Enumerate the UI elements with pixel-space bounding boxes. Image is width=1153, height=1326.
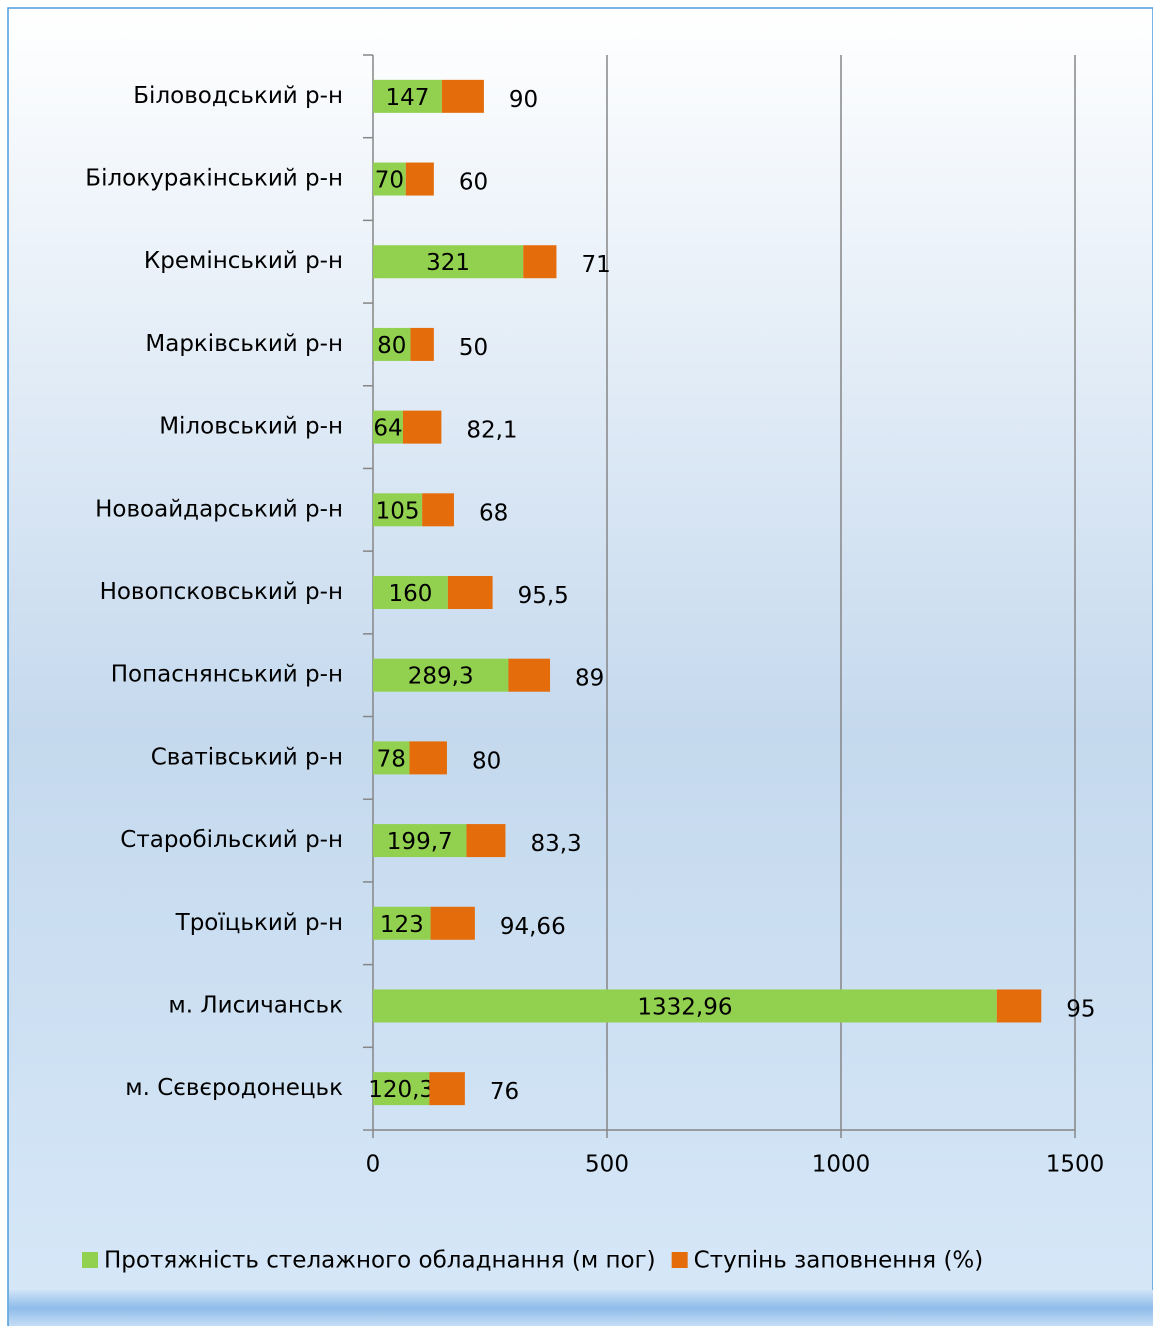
y-tick-label: Марківський р-н bbox=[145, 331, 343, 357]
bar-segment bbox=[373, 327, 411, 361]
bar-segment bbox=[508, 658, 551, 692]
data-label: 123 bbox=[380, 912, 424, 938]
bar-segment bbox=[409, 741, 447, 775]
x-tick-label: 500 bbox=[585, 1152, 629, 1178]
data-label: 321 bbox=[426, 250, 470, 276]
bar-segment bbox=[373, 162, 406, 196]
bar-segment bbox=[429, 1072, 465, 1106]
chart-background bbox=[7, 7, 1153, 1326]
bar-segment bbox=[430, 906, 475, 940]
x-tick-label: 1000 bbox=[812, 1152, 871, 1178]
data-label: 68 bbox=[479, 500, 508, 526]
y-tick-label: Кремінський р-н bbox=[144, 248, 343, 274]
y-tick-label: Біловодський р-н bbox=[133, 83, 343, 109]
data-label: 70 bbox=[375, 168, 404, 194]
data-label: 95,5 bbox=[518, 583, 569, 609]
data-label: 199,7 bbox=[387, 829, 453, 855]
data-label: 80 bbox=[377, 333, 406, 359]
legend-swatch bbox=[671, 1252, 688, 1268]
data-label: 94,66 bbox=[500, 914, 566, 940]
bar-segment bbox=[373, 658, 509, 692]
y-tick-label: Новоайдарський р-н bbox=[95, 496, 343, 522]
data-label: 78 bbox=[377, 746, 406, 772]
bar-segment bbox=[996, 989, 1042, 1023]
bar-segment bbox=[373, 1072, 430, 1106]
bar-segment bbox=[373, 989, 997, 1023]
bar-segment bbox=[373, 906, 431, 940]
y-tick-label: Сватівський р-н bbox=[151, 744, 343, 770]
data-label: 105 bbox=[376, 498, 420, 524]
data-label: 160 bbox=[388, 581, 432, 607]
y-tick-label: Троїцький р-н bbox=[175, 910, 343, 936]
bar-segment bbox=[441, 79, 484, 113]
data-label: 76 bbox=[490, 1079, 519, 1105]
y-tick-label: м. Сєвєродонецьк bbox=[125, 1075, 343, 1101]
data-label: 89 bbox=[575, 666, 604, 692]
x-tick-label: 1500 bbox=[1046, 1152, 1105, 1178]
data-label: 1332,96 bbox=[637, 994, 732, 1020]
y-tick-label: Старобільский р-н bbox=[120, 827, 343, 853]
bottom-stripe bbox=[9, 1290, 1153, 1326]
data-label: 60 bbox=[459, 170, 488, 196]
y-tick-label: м. Лисичанськ bbox=[168, 992, 343, 1018]
data-label: 50 bbox=[459, 335, 488, 361]
bar-segment bbox=[373, 493, 423, 527]
data-label: 80 bbox=[472, 748, 501, 774]
bar-segment bbox=[373, 79, 442, 113]
data-label: 83,3 bbox=[530, 831, 581, 857]
bar-segment bbox=[523, 245, 557, 279]
legend-label: Ступінь заповнення (%) bbox=[694, 1248, 984, 1274]
bar-segment bbox=[373, 245, 524, 279]
bar-segment bbox=[373, 741, 410, 775]
y-tick-label: Білокуракінський р-н bbox=[85, 166, 343, 192]
data-label: 95 bbox=[1066, 996, 1095, 1022]
bar-segment bbox=[466, 824, 506, 858]
bar-segment bbox=[410, 327, 434, 361]
bar-segment bbox=[402, 410, 442, 444]
legend-label: Протяжність стелажного обладнання (м пог… bbox=[104, 1248, 656, 1274]
data-label: 64 bbox=[373, 416, 402, 442]
y-tick-label: Міловський р-н bbox=[159, 414, 343, 440]
data-label: 120,3 bbox=[368, 1077, 434, 1103]
data-label: 71 bbox=[581, 252, 610, 278]
bar-segment bbox=[447, 576, 493, 609]
x-tick-label: 0 bbox=[366, 1152, 381, 1178]
data-label: 90 bbox=[509, 87, 538, 113]
data-label: 82,1 bbox=[466, 418, 517, 444]
bar-segment bbox=[405, 162, 434, 196]
legend-swatch bbox=[82, 1252, 98, 1268]
data-label: 147 bbox=[385, 85, 429, 111]
y-tick-label: Попаснянський р-н bbox=[111, 662, 343, 688]
bar-segment bbox=[373, 824, 467, 858]
bar-segment bbox=[373, 410, 403, 444]
bar-segment bbox=[373, 576, 448, 609]
bar-segment bbox=[422, 493, 454, 527]
y-tick-label: Новопсковський р-н bbox=[100, 579, 343, 605]
data-label: 289,3 bbox=[408, 664, 474, 690]
